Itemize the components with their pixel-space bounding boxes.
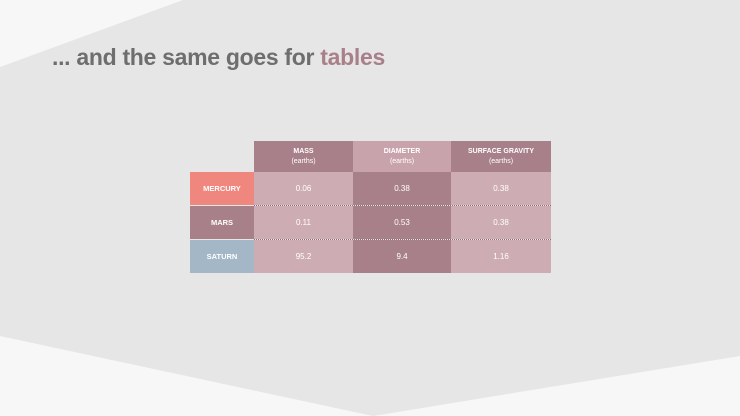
title-prefix: ... and the same goes for <box>52 44 315 70</box>
table-cell: 0.11 <box>254 206 353 239</box>
column-header-label: MASS <box>293 147 314 155</box>
slide-title: ... and the same goes for tables <box>52 44 385 71</box>
column-header-unit: (earths) <box>389 157 415 165</box>
table-cell: 0.53 <box>353 206 451 239</box>
planet-table: MASS (earths) DIAMETER (earths) SURFACE … <box>190 141 551 273</box>
column-header-label: DIAMETER <box>383 147 421 155</box>
table-cell: 1.16 <box>451 240 551 273</box>
table-cell: 0.06 <box>254 172 353 205</box>
table-cell: 0.38 <box>353 172 451 205</box>
column-header-unit: (earths) <box>488 157 514 165</box>
table-cell: 0.38 <box>451 172 551 205</box>
table-cell: 0.38 <box>451 206 551 239</box>
row-divider <box>254 239 551 240</box>
table-cell: 9.4 <box>353 240 451 273</box>
column-header-mass: MASS (earths) <box>254 141 353 172</box>
column-header-surface-gravity: SURFACE GRAVITY (earths) <box>451 141 551 172</box>
row-divider <box>254 205 551 206</box>
column-header-diameter: DIAMETER (earths) <box>353 141 451 172</box>
row-label-mars: MARS <box>190 206 254 239</box>
title-accent: tables <box>320 44 385 70</box>
column-header-unit: (earths) <box>291 157 316 165</box>
table-cell: 95.2 <box>254 240 353 273</box>
row-label-saturn: SATURN <box>190 240 254 273</box>
row-label-mercury: MERCURY <box>190 172 254 205</box>
column-header-label: SURFACE GRAVITY <box>468 147 534 155</box>
